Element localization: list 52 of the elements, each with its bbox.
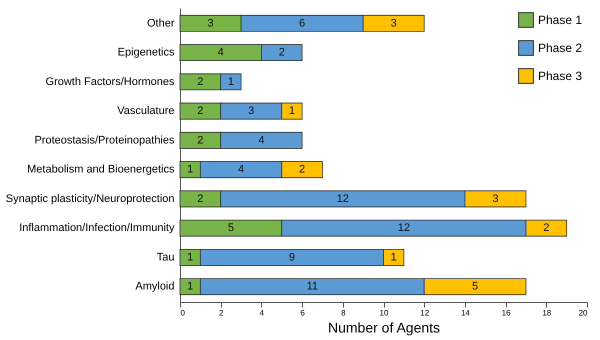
y-tick-label: Epigenetics [118,46,175,59]
x-tick-label: 14 [460,308,470,318]
data-label: 2 [197,134,204,146]
y-tick-label: Inflammation/Infection/Immunity [19,222,175,234]
data-label: 1 [228,76,234,88]
x-tick-label: 18 [542,308,552,318]
y-tick-label: Growth Factors/Hormones [46,76,175,88]
x-tick-label: 16 [502,308,512,318]
data-label: 1 [390,251,397,264]
y-tick-label: Tau [156,251,174,264]
data-label: 2 [197,105,204,118]
data-label: 2 [543,222,550,234]
data-label: 6 [299,17,306,30]
data-label: 12 [398,222,410,234]
x-tick-label: 20 [578,308,588,318]
data-label: 4 [258,134,264,146]
data-label: 9 [288,251,295,264]
data-label: 3 [207,17,214,30]
y-tick-label: Synaptic plasticity/Neuroprotection [6,192,174,205]
x-axis-title: Number of Agents [328,320,440,336]
x-tick-label: 0 [180,308,186,318]
data-label: 1 [288,105,295,118]
data-label: 5 [228,222,234,234]
y-tick-label: Other [146,17,175,30]
y-tick-label: Amyloid [135,280,174,293]
data-label: 3 [248,105,254,118]
y-tick-label: Metabolism and Bioenergetics [27,164,175,176]
x-tick-label: 4 [260,308,265,318]
data-label: 2 [278,46,285,59]
data-label: 5 [472,280,478,293]
y-tick-label: Vasculature [117,105,174,118]
data-label: 4 [218,46,224,59]
data-label: 1 [187,280,194,293]
data-label: 4 [238,164,244,176]
x-tick-label: 6 [300,308,306,318]
data-label: 3 [390,17,397,30]
x-tick-label: 10 [380,308,389,318]
legend-label: Phase 1 [538,13,582,27]
legend-label: Phase 3 [538,69,582,83]
data-label: 1 [187,251,194,264]
data-label: 2 [197,76,204,88]
x-tick-label: 8 [341,308,346,318]
y-tick-label: Proteostasis/Proteinopathies [34,134,175,146]
data-label: 11 [306,280,318,293]
data-label: 2 [299,164,306,176]
x-tick-label: 2 [218,308,224,318]
data-label: 3 [492,192,498,205]
data-label: 2 [197,192,204,205]
data-label: 1 [187,164,194,176]
data-label: 12 [336,192,349,205]
legend-label: Phase 2 [538,41,582,55]
x-tick-label: 12 [420,308,430,318]
